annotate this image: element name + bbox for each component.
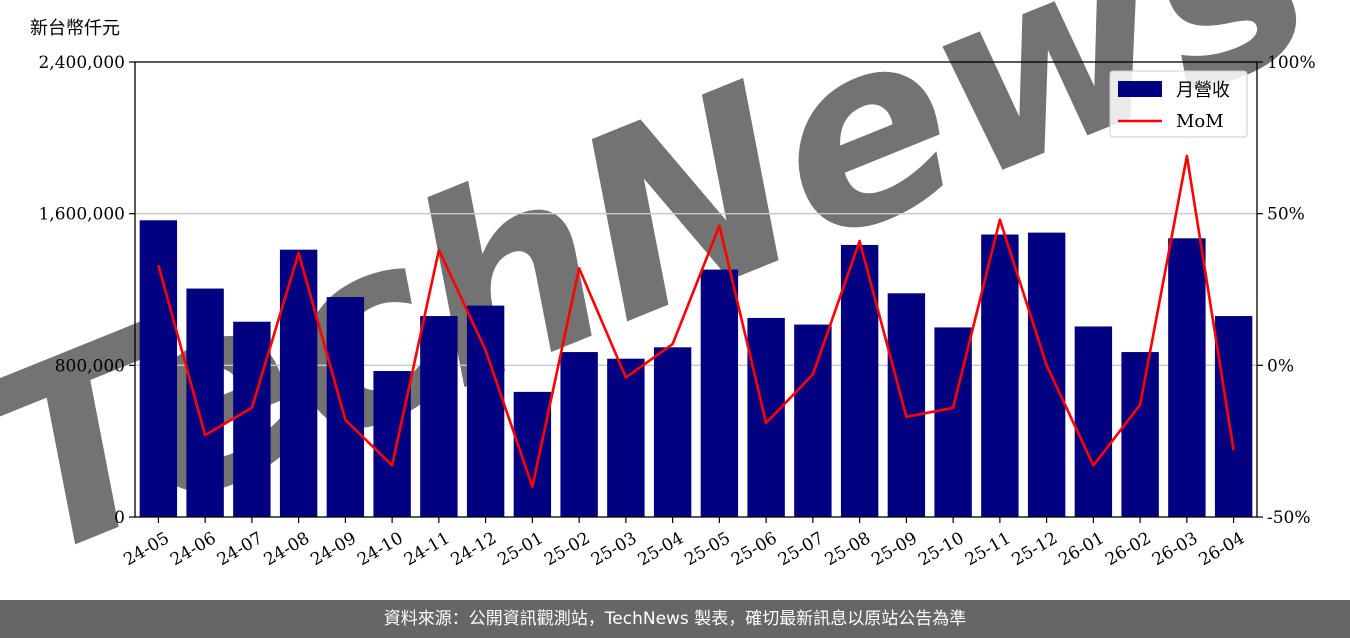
revenue-bar — [887, 293, 926, 517]
x-tick-label: 25-03 — [588, 528, 640, 570]
chart-svg: TechNews 0800,0001,600,0002,400,000-50%0… — [0, 0, 1348, 616]
revenue-bar — [466, 305, 505, 517]
revenue-bar — [420, 316, 458, 517]
bar-series — [139, 220, 1253, 518]
left-tick-label: 0 — [114, 508, 125, 528]
left-tick-label: 800,000 — [55, 356, 125, 376]
revenue-bar — [1121, 352, 1159, 517]
right-tick-label: -50% — [1267, 508, 1311, 528]
right-tick-label: 100% — [1267, 53, 1316, 73]
revenue-bar — [326, 297, 365, 517]
revenue-bar — [560, 352, 598, 517]
revenue-bar — [607, 358, 645, 517]
x-tick-label: 26-03 — [1149, 528, 1201, 570]
revenue-bar — [653, 347, 692, 517]
legend: 月營收 MoM — [1109, 70, 1248, 138]
right-tick-label: 50% — [1267, 205, 1305, 225]
source-footer: 資料來源：公開資訊觀測站，TechNews 製表，確切最新訊息以原站公告為準 — [0, 600, 1350, 638]
x-tick-label: 24-10 — [354, 528, 406, 570]
revenue-bar — [1214, 316, 1253, 517]
revenue-bar — [700, 269, 739, 517]
x-tick-label: 26-01 — [1055, 528, 1107, 570]
revenue-bar — [233, 321, 271, 517]
x-tick-label: 25-10 — [915, 528, 967, 570]
revenue-bar — [1027, 232, 1066, 517]
mom-line — [157, 154, 1235, 489]
x-tick-label: 25-05 — [681, 528, 733, 570]
x-tick-label: 25-07 — [775, 528, 827, 570]
legend-swatch-bar — [1118, 81, 1162, 97]
revenue-bar — [1074, 326, 1113, 517]
x-tick-label: 26-04 — [1196, 528, 1248, 570]
left-tick-label: 1,600,000 — [38, 205, 125, 225]
x-tick-label: 25-11 — [962, 528, 1014, 570]
x-tick-label: 24-08 — [261, 528, 313, 570]
revenue-bar — [186, 288, 224, 517]
revenue-bar — [513, 391, 552, 517]
revenue-bar — [373, 371, 411, 517]
x-tick-label: 26-02 — [1102, 528, 1154, 570]
x-tick-label: 25-06 — [728, 528, 780, 570]
unit-label: 新台幣仟元 — [30, 18, 120, 39]
revenue-bar — [139, 220, 178, 518]
x-tick-label: 25-12 — [1009, 528, 1061, 570]
legend-label-line: MoM — [1176, 111, 1224, 132]
left-tick-label: 2,400,000 — [38, 53, 125, 73]
legend-label-bar: 月營收 — [1176, 80, 1230, 101]
x-tick-label: 24-11 — [401, 528, 453, 570]
x-tick-label: 25-02 — [541, 528, 593, 570]
revenue-bar — [794, 324, 832, 517]
x-tick-label: 24-09 — [307, 528, 359, 570]
gridlines — [135, 213, 1257, 366]
x-tick-label: 25-09 — [868, 528, 920, 570]
x-tick-label: 25-08 — [822, 528, 874, 570]
plot-frame — [134, 61, 1258, 518]
right-tick-label: 0% — [1267, 356, 1294, 376]
revenue-bar — [1168, 238, 1206, 517]
revenue-bar — [981, 234, 1019, 518]
revenue-bar — [279, 249, 318, 517]
x-tick-label: 25-04 — [635, 528, 687, 570]
x-tick-label: 25-01 — [494, 528, 546, 570]
x-tick-label: 24-12 — [448, 528, 500, 570]
mom-line-series — [157, 154, 1235, 489]
